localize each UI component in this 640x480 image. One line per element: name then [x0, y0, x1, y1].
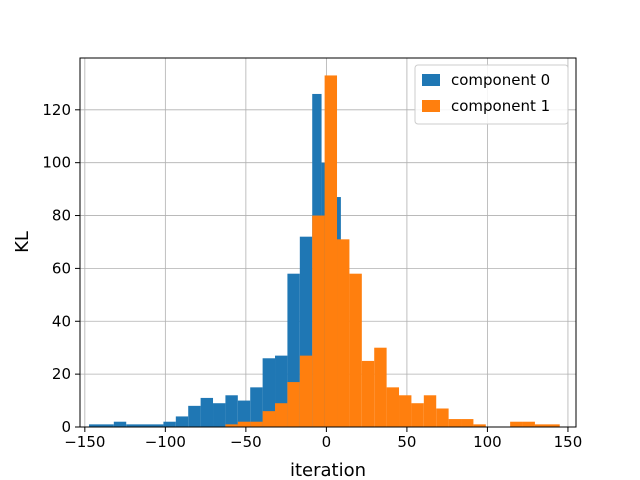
histogram-bar — [213, 403, 226, 427]
histogram-bar — [299, 355, 313, 427]
histogram-bar — [262, 358, 276, 427]
histogram-bar — [324, 75, 338, 427]
histogram-bar — [275, 403, 288, 427]
x-tick-label: 0 — [322, 433, 332, 451]
histogram-bar — [448, 419, 462, 427]
y-axis-ticks: 0 20 40 60 80 100 120 — [42, 101, 80, 436]
y-tick-label: 20 — [52, 365, 71, 383]
histogram-bar — [200, 397, 214, 427]
histogram-bar — [225, 424, 238, 427]
y-tick-label: 120 — [42, 101, 71, 119]
y-tick-label: 100 — [42, 154, 71, 172]
histogram-bar — [386, 387, 400, 427]
legend-box — [414, 64, 569, 125]
histogram-bar — [534, 424, 560, 427]
histogram-bar — [250, 387, 263, 427]
histogram-bar — [349, 273, 362, 427]
histogram-bar — [423, 395, 437, 427]
plot-frame — [79, 57, 577, 428]
y-tick-label: 80 — [52, 207, 71, 225]
x-tick-label: −150 — [64, 433, 105, 451]
histogram-bar — [89, 424, 114, 427]
histogram-bar — [113, 421, 127, 427]
histogram-bar — [510, 421, 523, 427]
legend-swatch-component-0 — [422, 74, 440, 86]
legend-label-component-1: component 1 — [451, 97, 550, 115]
x-tick-label: 100 — [473, 433, 502, 451]
x-tick-label: 150 — [554, 433, 583, 451]
y-tick-label: 0 — [61, 418, 71, 436]
histogram-bar — [237, 421, 251, 427]
series-component-1-bars — [225, 75, 560, 427]
legend-swatch-component-1 — [422, 100, 440, 112]
histogram-bar — [126, 424, 164, 427]
histogram-bar — [399, 395, 412, 427]
histogram-bar — [225, 395, 238, 427]
histogram-bar — [473, 424, 486, 427]
histogram-bar — [250, 421, 263, 427]
x-tick-label: 50 — [397, 433, 416, 451]
histogram-bar — [522, 421, 535, 427]
histogram-bar — [262, 411, 276, 427]
histogram-bar — [175, 416, 189, 427]
x-axis-label: iteration — [290, 460, 366, 480]
histogram-bar — [287, 382, 300, 427]
histogram-bar — [411, 403, 424, 427]
x-tick-label: −100 — [145, 433, 186, 451]
histogram-bar — [337, 239, 350, 427]
histogram-bar — [237, 400, 251, 427]
histogram-bar — [188, 405, 201, 427]
y-tick-label: 60 — [52, 259, 71, 277]
histogram-bar — [461, 419, 474, 427]
histogram-bar — [436, 408, 449, 427]
x-tick-label: −50 — [230, 433, 262, 451]
x-axis-ticks: −150 −100 −50 0 50 100 150 — [64, 427, 582, 451]
legend: component 0 component 1 — [414, 64, 569, 125]
legend-label-component-0: component 0 — [451, 71, 550, 89]
histogram-bar — [374, 347, 387, 427]
histogram-bar — [312, 215, 325, 427]
histogram-bar — [361, 360, 375, 427]
y-tick-label: 40 — [52, 312, 71, 330]
histogram-bar — [163, 421, 176, 427]
y-axis-label: KL — [12, 231, 33, 253]
